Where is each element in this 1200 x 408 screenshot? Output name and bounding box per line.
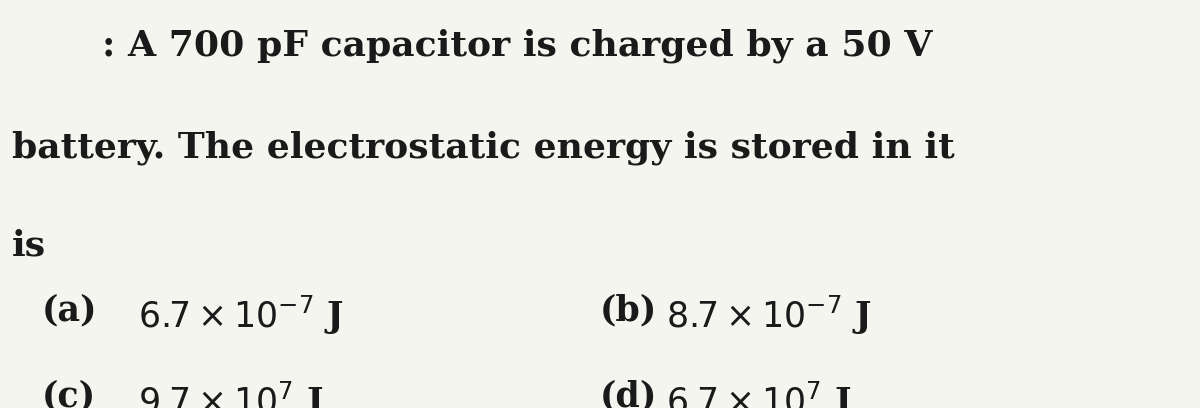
Text: is: is bbox=[12, 228, 46, 262]
Text: (a): (a) bbox=[42, 294, 97, 328]
Text: : A 700 pF capacitor is charged by a 50 V: : A 700 pF capacitor is charged by a 50 … bbox=[102, 29, 932, 63]
Text: $9.7 \times 10^{7}$ J: $9.7 \times 10^{7}$ J bbox=[138, 379, 324, 408]
Text: (b): (b) bbox=[600, 294, 658, 328]
Text: $6.7 \times 10^{-7}$ J: $6.7 \times 10^{-7}$ J bbox=[138, 294, 344, 337]
Text: $6.7 \times 10^{7}$ J: $6.7 \times 10^{7}$ J bbox=[666, 379, 852, 408]
Text: (c): (c) bbox=[42, 379, 96, 408]
Text: battery. The electrostatic energy is stored in it: battery. The electrostatic energy is sto… bbox=[12, 131, 955, 165]
Text: $8.7 \times 10^{-7}$ J: $8.7 \times 10^{-7}$ J bbox=[666, 294, 872, 337]
Text: (d): (d) bbox=[600, 379, 658, 408]
